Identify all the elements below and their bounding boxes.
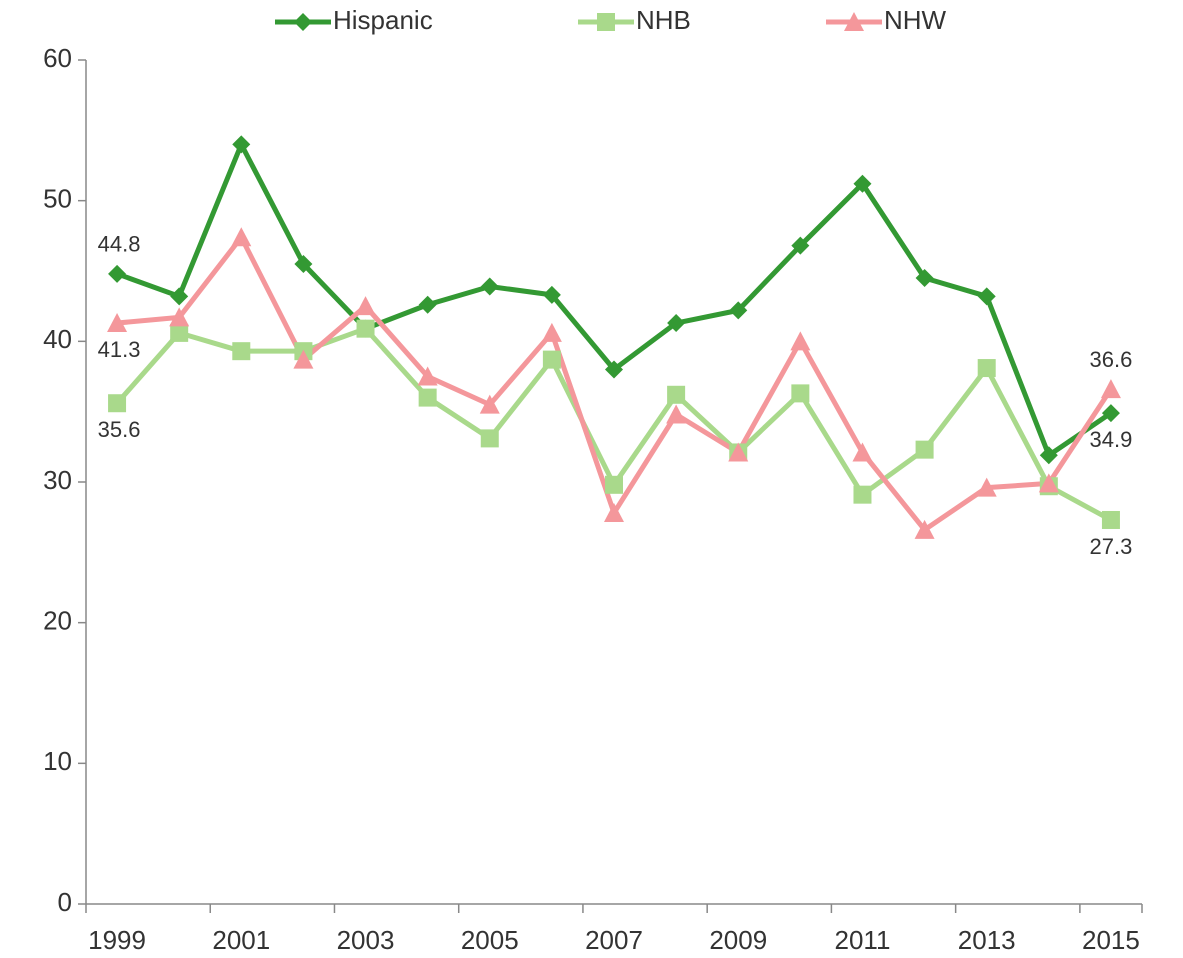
data-point	[605, 475, 623, 494]
data-point	[294, 254, 313, 273]
data-point	[852, 442, 873, 462]
data-label: 36.6	[1090, 347, 1133, 372]
x-tick-label: 2003	[337, 925, 395, 955]
data-point	[790, 331, 811, 351]
data-point	[170, 323, 189, 342]
data-point	[169, 307, 190, 327]
y-tick-label: 30	[43, 465, 72, 495]
data-point	[231, 227, 252, 247]
data-point	[977, 359, 996, 378]
data-point	[355, 296, 376, 316]
data-label: 35.6	[98, 417, 141, 442]
data-point	[542, 285, 561, 304]
data-point	[666, 404, 687, 424]
legend-label: Hispanic	[333, 5, 433, 35]
data-point	[480, 277, 499, 296]
data-point	[293, 349, 314, 369]
data-point	[170, 287, 189, 306]
data-point	[667, 385, 686, 404]
data-point	[728, 442, 749, 462]
x-tick-label: 1999	[88, 925, 146, 955]
data-point	[915, 440, 934, 459]
data-label: 44.8	[98, 232, 141, 257]
data-point	[1100, 379, 1121, 399]
x-tick-label: 2009	[709, 925, 767, 955]
legend-marker	[597, 13, 615, 31]
data-point	[479, 394, 500, 414]
data-point	[232, 342, 251, 361]
data-point	[480, 429, 499, 448]
x-tick-label: 2005	[461, 925, 519, 955]
data-point	[853, 485, 872, 504]
legend-label: NHB	[636, 5, 691, 35]
legend-label: NHW	[884, 5, 947, 35]
legend-marker	[294, 13, 312, 31]
data-point	[108, 394, 127, 413]
data-point	[977, 287, 996, 306]
data-point	[1101, 510, 1120, 529]
data-point	[604, 502, 624, 522]
data-point	[729, 301, 748, 320]
data-point	[541, 322, 562, 342]
data-point	[542, 350, 561, 369]
data-point	[791, 236, 810, 255]
legend-marker	[844, 12, 864, 31]
data-label: 27.3	[1090, 534, 1133, 559]
x-tick-label: 2011	[835, 925, 891, 955]
x-tick-label: 2015	[1082, 925, 1140, 955]
data-point	[914, 519, 935, 539]
series-line	[116, 141, 1113, 458]
data-point	[791, 384, 810, 403]
x-tick-label: 2007	[585, 925, 643, 955]
data-point	[976, 477, 997, 497]
data-point	[418, 295, 437, 314]
data-label: 41.3	[98, 337, 141, 362]
data-point	[356, 319, 375, 338]
data-point	[605, 360, 623, 379]
data-point	[667, 314, 686, 333]
data-point	[1039, 446, 1058, 465]
data-point	[1038, 473, 1059, 493]
data-point	[232, 135, 251, 154]
data-point	[915, 269, 934, 288]
data-point	[418, 388, 437, 407]
data-point	[107, 313, 128, 333]
y-tick-label: 50	[43, 184, 72, 214]
y-tick-label: 20	[43, 606, 72, 636]
data-point	[108, 264, 127, 283]
data-label: 34.9	[1090, 427, 1133, 452]
data-point	[853, 174, 872, 193]
data-point	[417, 366, 438, 386]
x-tick-label: 2013	[958, 925, 1016, 955]
y-tick-label: 60	[43, 43, 72, 73]
y-tick-label: 10	[43, 746, 72, 776]
y-tick-label: 40	[43, 324, 72, 354]
data-point	[1101, 404, 1120, 423]
y-tick-label: 0	[58, 887, 72, 917]
x-tick-label: 2001	[212, 925, 270, 955]
